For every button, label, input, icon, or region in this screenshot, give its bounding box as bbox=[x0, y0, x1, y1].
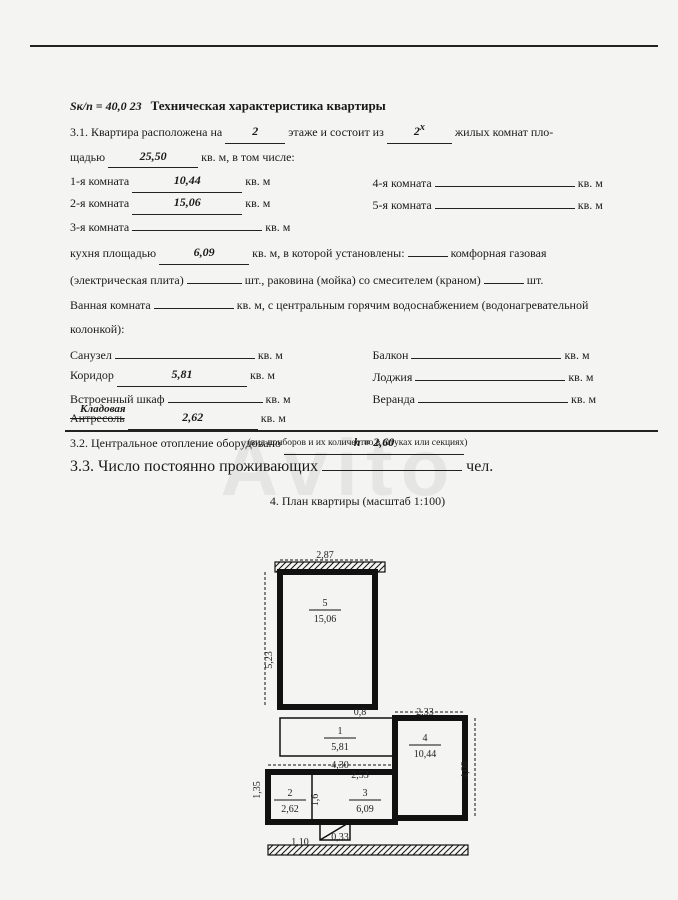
svg-text:15,06: 15,06 bbox=[314, 614, 337, 625]
lower-content: (вид приборов и их количество в штуках и… bbox=[70, 438, 645, 509]
unit: кв. м bbox=[266, 392, 291, 406]
svg-text:1,6: 1,6 bbox=[310, 794, 321, 807]
svg-text:2: 2 bbox=[288, 788, 293, 799]
header-handwritten: Sк/п = 40,0 23 bbox=[70, 99, 142, 113]
svg-text:3: 3 bbox=[363, 788, 368, 799]
text: жилых комнат пло- bbox=[455, 125, 553, 139]
text: колонкой): bbox=[70, 322, 124, 336]
svg-text:5,23: 5,23 bbox=[264, 651, 275, 669]
total-area: 25,50 bbox=[140, 149, 167, 163]
hint-text: (вид приборов и их количество в штуках и… bbox=[70, 438, 645, 448]
svg-text:4: 4 bbox=[423, 733, 428, 744]
form-title: Техническая характеристика квартиры bbox=[151, 98, 386, 113]
stove-line: (электрическая плита) шт., раковина (мой… bbox=[70, 269, 645, 291]
loggia-label: Лоджия bbox=[373, 370, 413, 384]
room1-label: 1-я комната bbox=[70, 174, 129, 188]
text: (электрическая плита) bbox=[70, 273, 184, 287]
room5-label: 5-я комната bbox=[373, 198, 432, 212]
pantry-val: 2,62 bbox=[182, 410, 203, 424]
room1-val: 10,44 bbox=[174, 173, 201, 187]
unit: кв. м bbox=[568, 370, 593, 384]
header-line: Sк/п = 40,0 23 Техническая характеристик… bbox=[70, 95, 645, 117]
svg-text:2,33: 2,33 bbox=[416, 707, 434, 718]
svg-text:4,30: 4,30 bbox=[331, 760, 349, 771]
svg-text:2,62: 2,62 bbox=[281, 804, 299, 815]
unit: кв. м bbox=[261, 411, 286, 425]
svg-text:5,81: 5,81 bbox=[331, 742, 349, 753]
balcony-label: Балкон bbox=[373, 348, 409, 362]
svg-text:2,87: 2,87 bbox=[316, 550, 334, 561]
text: этаже и состоит из bbox=[288, 125, 384, 139]
wc-label: Санузел bbox=[70, 348, 112, 362]
text: щадью bbox=[70, 150, 105, 164]
text: комфорная газовая bbox=[451, 246, 547, 260]
unit: кв. м bbox=[578, 176, 603, 190]
rooms-row-3: 3-я комната кв. м bbox=[70, 216, 645, 238]
room3-label: 3-я комната bbox=[70, 220, 129, 234]
text: чел. bbox=[466, 458, 493, 475]
unit: кв. м bbox=[258, 348, 283, 362]
line-area: щадью 25,50 кв. м, в том числе: bbox=[70, 148, 645, 169]
text: кухня площадью bbox=[70, 246, 156, 260]
svg-text:4,08: 4,08 bbox=[460, 761, 471, 779]
residents-row: 3.3. Число постоянно проживающих чел. bbox=[70, 456, 645, 476]
kitchen-val: 6,09 bbox=[194, 245, 215, 259]
text: 3.3. Число постоянно проживающих bbox=[70, 458, 318, 475]
document-page: Avito Sк/п = 40,0 23 Техническая характе… bbox=[0, 0, 678, 900]
text: шт. bbox=[527, 273, 544, 287]
floor-value: 2 bbox=[252, 124, 258, 138]
unit: кв. м bbox=[571, 392, 596, 406]
unit: кв. м bbox=[265, 220, 290, 234]
rooms-row-2: 2-я комната 15,06 кв. м 5-я комната кв. … bbox=[70, 194, 645, 216]
room2-label: 2-я комната bbox=[70, 196, 129, 210]
mid-rule bbox=[65, 430, 658, 432]
rooms-value: 2х bbox=[414, 124, 425, 138]
svg-text:0,33: 0,33 bbox=[331, 832, 349, 843]
text: шт., раковина (мойка) со смесителем (кра… bbox=[245, 273, 481, 287]
svg-text:0,8: 0,8 bbox=[354, 707, 367, 718]
svg-text:1,10: 1,10 bbox=[291, 837, 309, 848]
svg-text:6,09: 6,09 bbox=[356, 804, 374, 815]
kitchen-line: кухня площадью 6,09 кв. м, в которой уст… bbox=[70, 242, 645, 265]
unit: кв. м bbox=[578, 198, 603, 212]
text: кв. м, в том числе: bbox=[201, 150, 295, 164]
svg-text:1: 1 bbox=[338, 726, 343, 737]
top-rule bbox=[30, 45, 658, 47]
rooms-row-1: 1-я комната 10,44 кв. м 4-я комната кв. … bbox=[70, 172, 645, 194]
svg-text:5: 5 bbox=[323, 598, 328, 609]
corridor-val: 5,81 bbox=[171, 367, 192, 381]
room2-val: 15,06 bbox=[174, 195, 201, 209]
text: Ванная комната bbox=[70, 298, 151, 312]
svg-text:2,53: 2,53 bbox=[351, 770, 369, 781]
bath-line-1: Ванная комната кв. м, с центральным горя… bbox=[70, 294, 645, 316]
unit: кв. м bbox=[250, 368, 275, 382]
veranda-label: Веранда bbox=[373, 392, 416, 406]
unit: кв. м bbox=[245, 174, 270, 188]
unit: кв. м bbox=[245, 196, 270, 210]
corridor-label: Коридор bbox=[70, 368, 114, 382]
text: кв. м, в которой установлены: bbox=[252, 246, 404, 260]
pantry-row: Кладовая Антресоль 2,62 кв. м bbox=[70, 409, 645, 430]
line-3-1: 3.1. Квартира расположена на 2 этаже и с… bbox=[70, 121, 645, 144]
svg-text:1,35: 1,35 bbox=[252, 781, 263, 799]
pantry-handwritten: Кладовая bbox=[80, 400, 126, 418]
text: кв. м, с центральным горячим водоснабжен… bbox=[237, 298, 589, 312]
unit: кв. м bbox=[564, 348, 589, 362]
form-content: Sк/п = 40,0 23 Техническая характеристик… bbox=[70, 95, 645, 459]
room4-label: 4-я комната bbox=[373, 176, 432, 190]
corridor-loggia-row: Коридор 5,81 кв. м Лоджия кв. м bbox=[70, 366, 645, 388]
svg-text:10,44: 10,44 bbox=[414, 749, 437, 760]
wardrobe-veranda-row: Встроенный шкаф кв. м Веранда кв. м bbox=[70, 388, 645, 410]
text: 3.1. Квартира расположена на bbox=[70, 125, 222, 139]
section-4-title: 4. План квартиры (масштаб 1:100) bbox=[70, 494, 645, 509]
wc-balcony-row: Санузел кв. м Балкон кв. м bbox=[70, 344, 645, 366]
floor-plan: 5 15,06 1 5,81 4 10,44 2 2,62 3 6,09 2,87 5,23 0,8 2,… bbox=[200, 540, 500, 870]
bath-line-2: колонкой): bbox=[70, 320, 645, 340]
